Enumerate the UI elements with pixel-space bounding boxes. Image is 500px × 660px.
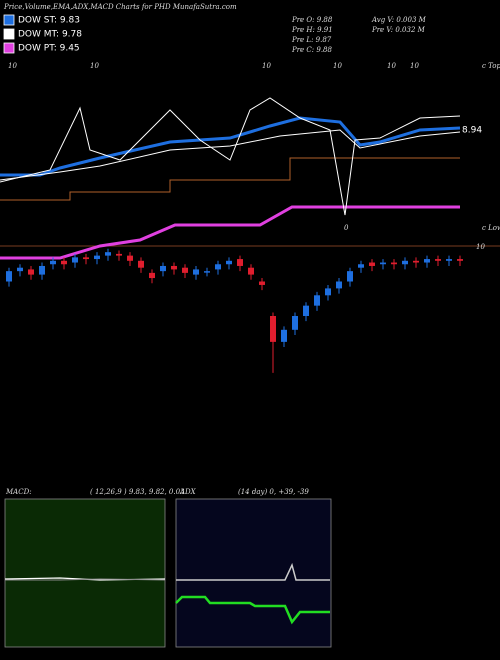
candle-body — [281, 329, 287, 342]
legend-swatch — [3, 42, 15, 54]
stat: Pre V: 0.032 M — [371, 26, 426, 34]
candle-body — [325, 288, 331, 296]
candle-body — [424, 259, 430, 263]
tops-label: c Tops — [482, 62, 500, 70]
legend-label: DOW PT: 9.45 — [18, 44, 80, 54]
candles — [6, 248, 463, 373]
adx-line — [176, 562, 330, 581]
top-tick: 10 — [410, 62, 419, 70]
candle-body — [127, 255, 133, 261]
candle-body — [28, 269, 34, 275]
stat: Avg V: 0.003 M — [371, 16, 427, 24]
orange-line — [0, 157, 460, 201]
candle-body — [171, 265, 177, 270]
adx-panel — [175, 498, 332, 648]
candle-body — [391, 262, 397, 265]
candle-body — [435, 259, 441, 261]
top-tick: 10 — [8, 62, 17, 70]
candle-body — [237, 259, 243, 266]
stat: Pre H: 9.91 — [291, 26, 333, 34]
candle-body — [358, 264, 364, 268]
stat: Pre C: 9.88 — [291, 46, 332, 54]
candle-body — [226, 260, 232, 265]
candle-body — [248, 267, 254, 275]
dow-pt-line — [0, 205, 460, 260]
price-annotation: 8.94 — [462, 126, 482, 136]
legend-label: DOW ST: 9.83 — [18, 16, 80, 26]
price-line — [0, 97, 461, 216]
candle-body — [413, 260, 419, 263]
candle-body — [369, 262, 375, 266]
candle-body — [149, 272, 155, 279]
top-tick: 10 — [262, 62, 271, 70]
candle-body — [94, 255, 100, 260]
candle-body — [314, 295, 320, 306]
candle-body — [402, 260, 408, 265]
candle-body — [303, 305, 309, 316]
top-tick: 10 — [387, 62, 396, 70]
candle-body — [347, 271, 353, 282]
legend-label: DOW MT: 9.78 — [18, 30, 82, 40]
legend: DOW ST: 9.83 DOW MT: 9.78 DOW PT: 9.45 — [3, 14, 82, 54]
candle-body — [215, 264, 221, 270]
candle-body — [457, 259, 463, 261]
macd-values: ( 12,26,9 ) 9.83, 9.82, 0.03 — [90, 488, 185, 496]
stat: Pre O: 9.88 — [291, 16, 333, 24]
candle-body — [380, 262, 386, 265]
candle-body — [204, 271, 210, 273]
candle-body — [39, 265, 45, 275]
top-tick: 10 — [333, 62, 342, 70]
candle-body — [182, 267, 188, 273]
level-annotation: 10 — [476, 243, 485, 251]
candle-body — [17, 267, 23, 272]
candle-body — [259, 281, 265, 285]
lows-label: c Lows — [482, 224, 500, 232]
candle-body — [160, 265, 166, 272]
adx-label: ADX — [179, 488, 197, 496]
candle-body — [6, 271, 12, 282]
legend-swatch — [3, 14, 15, 26]
candle-body — [193, 269, 199, 275]
candle-body — [138, 260, 144, 268]
macd-panel — [4, 498, 166, 648]
candle-body — [105, 252, 111, 256]
stat: Pre L: 9.87 — [291, 36, 332, 44]
adx-values: (14 day) 0, +39, -39 — [238, 488, 309, 496]
zero-label: 0 — [344, 224, 349, 232]
signal-line — [5, 578, 166, 581]
legend-swatch — [3, 28, 15, 40]
top-tick: 10 — [90, 62, 99, 70]
chart-title: Price,Volume,EMA,ADX,MACD Charts for PHD… — [3, 3, 237, 11]
candle-body — [292, 316, 298, 330]
dow-mt-line — [0, 129, 461, 181]
candle-body — [270, 316, 276, 342]
candle-body — [83, 257, 89, 260]
candle-body — [50, 260, 56, 265]
dow-st-line — [0, 116, 461, 177]
stats: Pre O: 9.88 Pre H: 9.91 Pre L: 9.87 Pre C: … — [291, 16, 427, 54]
candle-body — [336, 281, 342, 289]
plus-di-line — [175, 595, 330, 625]
candle-body — [116, 253, 122, 256]
candle-body — [72, 257, 78, 263]
macd-label: MACD: — [5, 488, 32, 496]
candle-body — [61, 260, 67, 265]
candle-body — [446, 259, 452, 261]
